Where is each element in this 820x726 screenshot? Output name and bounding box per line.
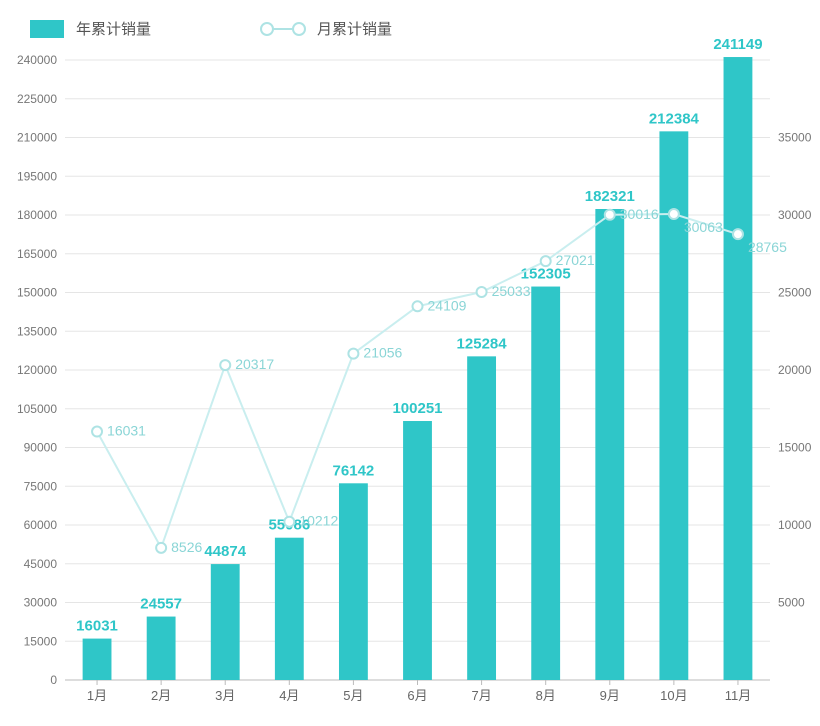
x-tick-label: 8月 (536, 688, 556, 703)
y-right-tick-label: 25000 (778, 286, 812, 300)
x-tick-label: 1月 (87, 688, 107, 703)
bar-value-label: 24557 (140, 596, 182, 613)
y-right-tick-label: 20000 (778, 363, 812, 377)
line-marker (220, 360, 230, 370)
y-right-tick-label: 5000 (778, 596, 805, 610)
line-marker (348, 349, 358, 359)
y-right-tick-label: 15000 (778, 441, 812, 455)
bar-value-label: 212384 (649, 110, 700, 127)
line-value-label: 16031 (107, 423, 146, 439)
bar (531, 287, 560, 680)
y-left-tick-label: 195000 (17, 169, 57, 183)
bar-value-label: 100251 (392, 400, 442, 417)
y-left-tick-label: 30000 (24, 596, 58, 610)
x-tick-label: 6月 (407, 688, 427, 703)
y-left-tick-label: 45000 (24, 557, 58, 571)
x-tick-label: 7月 (471, 688, 491, 703)
line-value-label: 30016 (620, 206, 659, 222)
line-value-label: 30063 (684, 219, 723, 235)
bar-value-label: 76142 (333, 462, 375, 479)
y-left-tick-label: 120000 (17, 363, 57, 377)
y-left-tick-label: 105000 (17, 402, 57, 416)
line-value-label: 21056 (363, 345, 402, 361)
y-left-tick-label: 150000 (17, 286, 57, 300)
y-left-tick-label: 240000 (17, 53, 57, 67)
line-marker (284, 517, 294, 527)
line-marker (605, 210, 615, 220)
y-left-tick-label: 180000 (17, 208, 57, 222)
line-value-label: 10212 (299, 513, 338, 529)
sales-chart: 年累计销量 月累计销量 0 15000 30000 45000 60000 75000 90… (0, 0, 820, 726)
legend: 年累计销量 月累计销量 (30, 18, 392, 39)
bar (83, 639, 112, 680)
line-value-label: 24109 (428, 297, 467, 313)
bar-value-label: 44874 (204, 543, 246, 560)
y-left-tick-label: 60000 (24, 518, 58, 532)
line-marker (541, 256, 551, 266)
x-tick-label: 2月 (151, 688, 171, 703)
bar-value-label: 241149 (713, 36, 762, 53)
chart-canvas: 0 15000 30000 45000 60000 75000 90000 105000 120… (0, 0, 820, 726)
bar-value-label: 125284 (457, 335, 508, 352)
line-marker (733, 229, 743, 239)
bar (595, 209, 624, 680)
bar-value-label: 16031 (76, 618, 118, 635)
y-right-tick-label: 35000 (778, 131, 812, 145)
y-left-tick-label: 210000 (17, 131, 57, 145)
line-value-label: 28765 (748, 239, 787, 255)
line-value-label: 27021 (556, 252, 595, 268)
x-tick-label: 4月 (279, 688, 299, 703)
bar (403, 421, 432, 680)
bar (211, 564, 240, 680)
legend-item-line: 月累计销量 (261, 18, 392, 39)
y-left-tick-label: 90000 (24, 441, 58, 455)
bar (339, 483, 368, 680)
x-tick-label: 10月 (660, 688, 687, 703)
line-marker (669, 209, 679, 219)
bar (275, 538, 304, 680)
legend-bar-label: 年累计销量 (76, 18, 151, 39)
line-value-label: 20317 (235, 356, 274, 372)
bar (467, 356, 496, 680)
line-value-label: 25033 (492, 283, 531, 299)
x-tick-label: 11月 (725, 688, 752, 703)
legend-line-swatch (261, 22, 305, 36)
bar (147, 617, 176, 680)
x-tick-label: 3月 (215, 688, 235, 703)
y-left-tick-label: 15000 (24, 634, 58, 648)
y-right-tick-label: 30000 (778, 208, 812, 222)
y-left-tick-label: 75000 (24, 479, 58, 493)
line-value-label: 8526 (171, 539, 202, 555)
x-tick-label: 9月 (600, 688, 620, 703)
y-right-tick-label: 10000 (778, 518, 812, 532)
line-marker (477, 287, 487, 297)
y-left-tick-label: 0 (50, 673, 57, 687)
line-marker (156, 543, 166, 553)
legend-line-label: 月累计销量 (317, 18, 392, 39)
line-marker (413, 301, 423, 311)
x-tick-label: 5月 (343, 688, 363, 703)
y-left-tick-label: 135000 (17, 324, 57, 338)
y-left-tick-label: 225000 (17, 92, 57, 106)
legend-item-bar: 年累计销量 (30, 18, 151, 39)
line-marker (92, 427, 102, 437)
legend-bar-swatch (30, 20, 64, 38)
bar (724, 57, 753, 680)
y-left-tick-label: 165000 (17, 247, 57, 261)
bar-value-label: 182321 (585, 188, 635, 205)
